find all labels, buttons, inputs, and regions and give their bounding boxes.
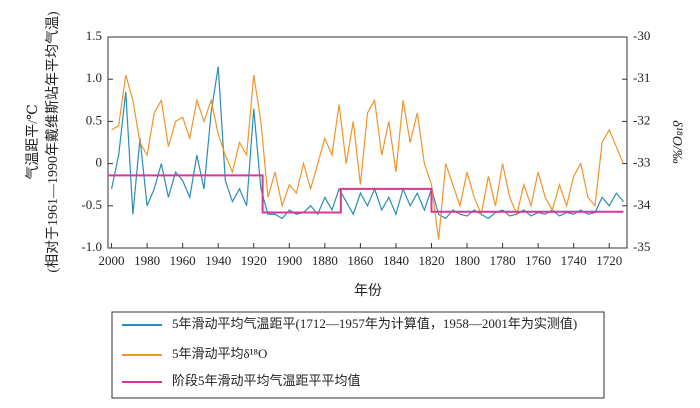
y-axis-label: (相对于1961—1990年戴维斯站年平均气温) (45, 11, 61, 273)
y2-tick-label: -31 (633, 70, 650, 85)
x-tick-label: 1820 (418, 253, 444, 268)
y-tick-label: 0 (96, 155, 103, 170)
series-line (110, 66, 624, 220)
series-line (111, 74, 624, 240)
y2-axis-label: δ¹⁸O/‰ (669, 120, 684, 164)
x-tick-label: 1880 (312, 253, 338, 268)
x-tick-label: 1840 (383, 253, 409, 268)
legend-label: 5年滑动平均δ¹⁸O (172, 346, 267, 361)
y-tick-label: -1.0 (81, 239, 102, 254)
y2-tick-label: -34 (633, 197, 651, 212)
x-tick-label: 1900 (276, 253, 302, 268)
y2-tick-label: -30 (633, 28, 650, 43)
x-tick-label: 1720 (596, 253, 622, 268)
x-tick-label: 1980 (134, 253, 160, 268)
x-tick-label: 1920 (241, 253, 267, 268)
series-line (108, 174, 624, 214)
legend-label: 阶段5年滑动平均气温距平平均值 (172, 373, 361, 388)
y-tick-label: -0.5 (81, 197, 102, 212)
y-tick-label: 1.0 (86, 70, 102, 85)
y-tick-label: 1.5 (86, 28, 102, 43)
x-tick-label: 1800 (454, 253, 480, 268)
y-axis-label: 气温距平/℃ (25, 104, 41, 180)
plot-frame (107, 36, 628, 249)
x-tick-label: 1780 (490, 253, 516, 268)
x-axis-label: 年份 (354, 283, 382, 299)
x-tick-label: 2000 (99, 253, 125, 268)
legend-box (111, 311, 605, 399)
x-tick-label: 1940 (205, 253, 231, 268)
x-tick-label: 1960 (170, 253, 196, 268)
x-tick-label: 1860 (347, 253, 373, 268)
y-tick-label: 0.5 (86, 112, 102, 127)
y2-tick-label: -33 (633, 155, 650, 170)
legend-label: 5年滑动平均气温距平(1712—1957年为计算值，1958—2001年为实测值… (172, 316, 577, 331)
x-tick-label: 1740 (561, 253, 587, 268)
y2-tick-label: -35 (633, 239, 650, 254)
y2-tick-label: -32 (633, 112, 650, 127)
x-tick-label: 1760 (525, 253, 551, 268)
